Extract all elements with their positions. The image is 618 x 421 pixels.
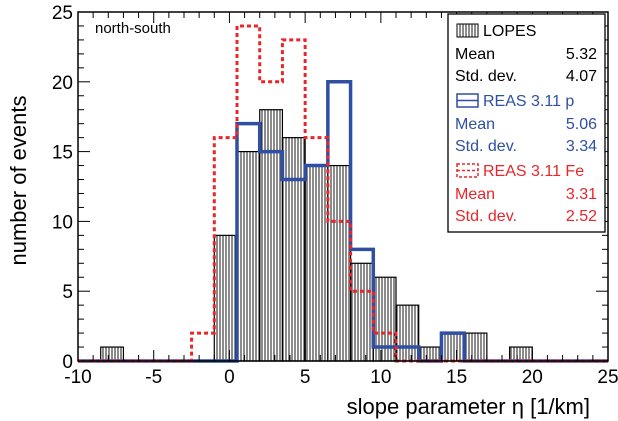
lopes-bar — [508, 346, 533, 362]
legend-symbol-lopes — [456, 23, 479, 38]
y-tick-label: 20 — [52, 73, 73, 94]
legend-stat-label: Mean — [455, 46, 495, 63]
lopes-bar — [281, 137, 306, 362]
y-tick-label: 10 — [52, 212, 73, 233]
y-tick-label: 15 — [52, 143, 73, 164]
y-tick-label: 0 — [62, 352, 73, 373]
legend-stat-label: Std. dev. — [455, 68, 517, 85]
x-tick-label: 20 — [522, 367, 543, 388]
legend-stat-label: Mean — [455, 186, 495, 203]
legend-stat-value: 5.32 — [566, 46, 597, 63]
legend-stat-label: Mean — [455, 116, 495, 133]
lopes-bar — [418, 346, 443, 362]
legend-stat-label: Std. dev. — [455, 208, 517, 225]
y-axis-title: number of events — [6, 96, 31, 266]
lopes-hatched-bars — [100, 109, 533, 362]
plot-frame — [77, 11, 609, 362]
legend-stat-value: 5.06 — [566, 116, 597, 133]
north-south-annotation: north-south — [95, 20, 171, 37]
lopes-bar — [304, 164, 329, 362]
lopes-bar — [349, 262, 374, 362]
tick-labels: -10 -5 0 5 10 15 20 25 0 5 10 15 20 25 — [52, 3, 618, 388]
x-tick-label: 10 — [370, 367, 391, 388]
x-tick-label: -10 — [64, 367, 91, 388]
lopes-bar — [395, 304, 420, 362]
y-tick-label: 25 — [52, 3, 73, 24]
legend: LOPES Mean 5.32 Std. dev. 4.07 REAS 3.11 p Mea… — [447, 13, 606, 233]
x-tick-label: -5 — [145, 367, 162, 388]
legend-stat-value: 4.07 — [566, 68, 597, 85]
legend-entry-reas-3-11-fe: REAS 3.11 Fe — [483, 163, 584, 180]
legend-stat-value: 3.34 — [566, 138, 597, 155]
lopes-bar — [259, 109, 284, 362]
x-tick-label: 25 — [597, 367, 618, 388]
x-tick-label: 15 — [446, 367, 467, 388]
legend-stat-label: Std. dev. — [455, 138, 517, 155]
legend-stat-value: 2.52 — [566, 208, 597, 225]
lopes-bar — [236, 151, 261, 362]
lopes-bar — [327, 164, 352, 362]
legend-stat-value: 3.31 — [566, 186, 597, 203]
lopes-bar — [213, 234, 238, 362]
y-tick-label: 5 — [62, 282, 73, 303]
lopes-bar — [440, 332, 465, 362]
legend-box — [447, 13, 606, 233]
legend-entry-reas-3-11-p: REAS 3.11 p — [483, 93, 574, 110]
x-tick-label: 5 — [300, 367, 311, 388]
lopes-bar — [100, 346, 125, 362]
legend-entry-lopes: LOPES — [483, 23, 536, 40]
legend-entries: LOPES Mean 5.32 Std. dev. 4.07 REAS 3.11 p Mea… — [455, 23, 597, 225]
x-tick-label: 0 — [224, 367, 235, 388]
x-axis-title: slope parameter η [1/km] — [347, 394, 590, 419]
lopes-bar — [463, 332, 488, 362]
